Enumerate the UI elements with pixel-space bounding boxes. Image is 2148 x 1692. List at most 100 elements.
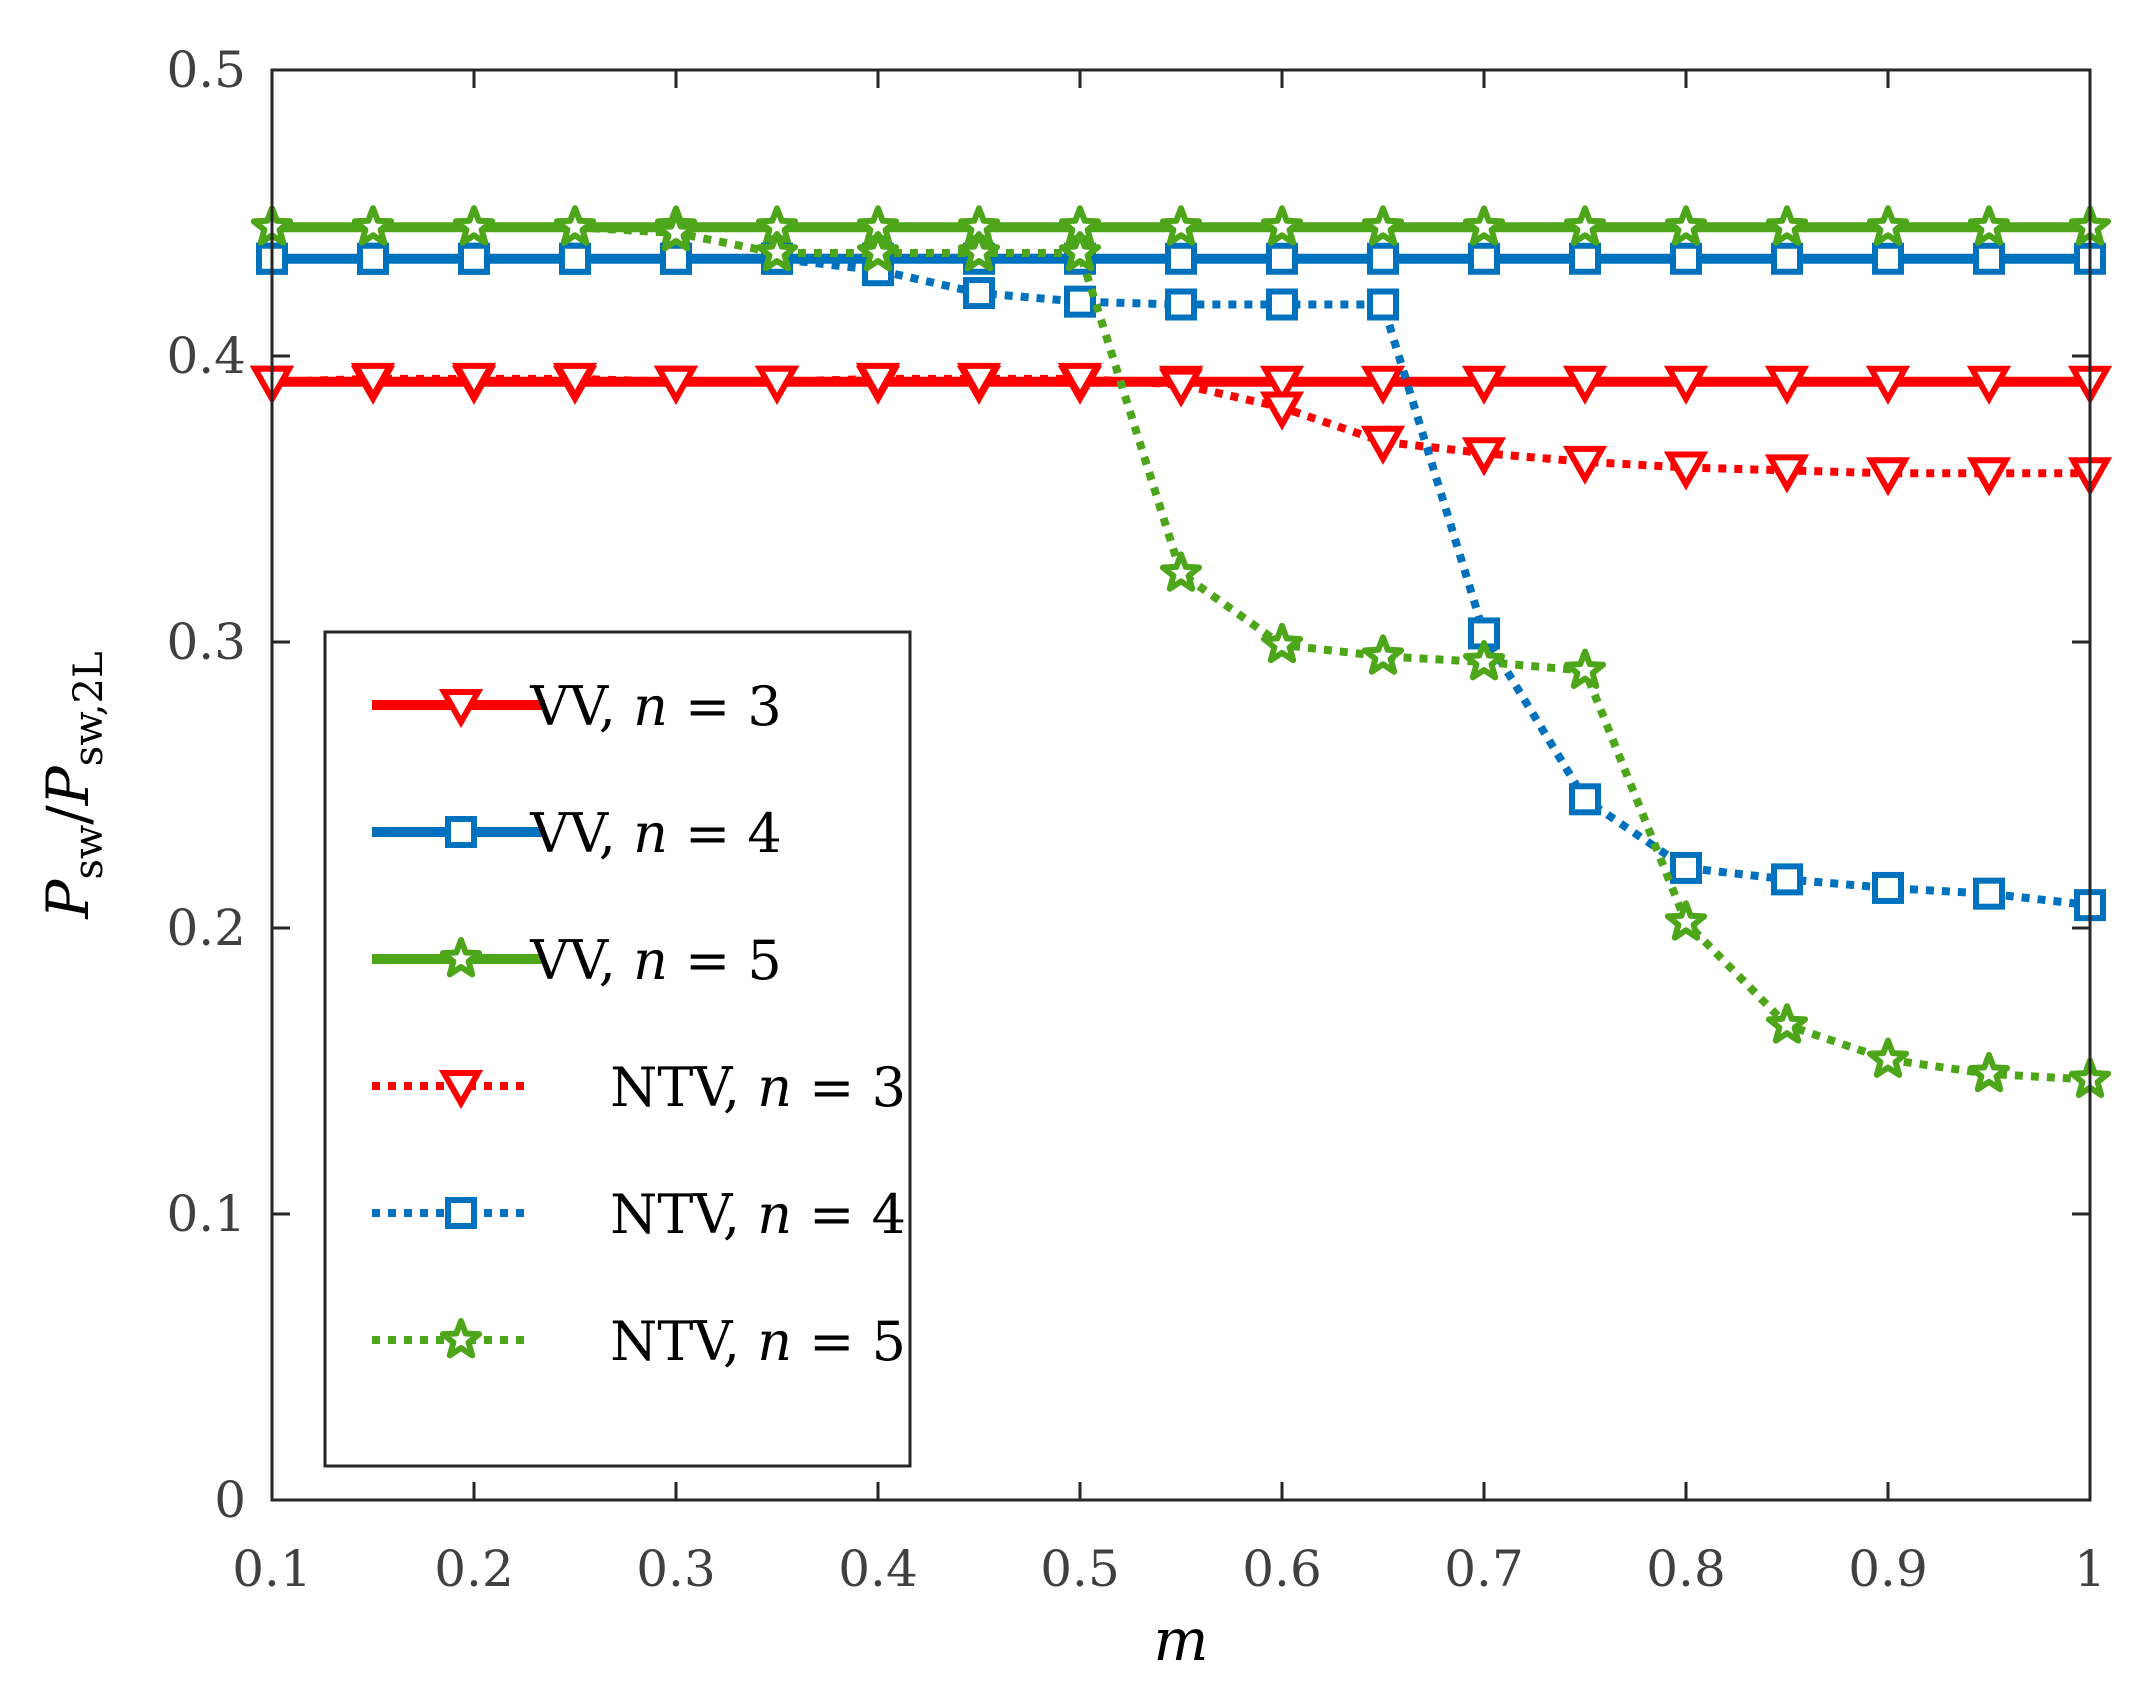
data-point [1468, 242, 1500, 275]
data-point [1260, 205, 1304, 246]
data-point [451, 362, 497, 402]
data-point [1771, 242, 1803, 275]
x-tick-label: 0.7 [1444, 1540, 1524, 1598]
data-point [1461, 365, 1507, 405]
data-point [963, 277, 995, 310]
data-point [1670, 242, 1702, 275]
data-point [1462, 640, 1506, 681]
x-tick-label: 0.4 [838, 1540, 918, 1598]
data-point [1664, 900, 1708, 941]
data-point [855, 362, 901, 402]
data-point [1057, 362, 1103, 402]
x-tick-label: 0.5 [1040, 1540, 1120, 1598]
x-tick-label: 1 [2074, 1540, 2106, 1598]
data-point [1973, 242, 2005, 275]
legend-label: VV, n = 5 [529, 929, 782, 992]
legend: VV, n = 3 VV, n = 4 VV, n = 5 NTV, n = 3 NTV… [323, 630, 912, 1468]
data-point [1563, 205, 1607, 246]
x-tick-label: 0.6 [1242, 1540, 1322, 1598]
x-tick-label: 0.2 [434, 1540, 514, 1598]
legend-box [323, 630, 912, 1468]
data-point [1865, 365, 1911, 405]
data-point [1771, 863, 1803, 896]
data-point [1360, 425, 1406, 465]
data-point [553, 205, 597, 246]
data-point [1563, 648, 1607, 689]
legend-label: NTV, n = 5 [610, 1310, 906, 1373]
data-point [1663, 451, 1709, 491]
data-point [1967, 1051, 2011, 1093]
data-point [1159, 205, 1203, 246]
data-point [1966, 457, 2012, 497]
legend-label: NTV, n = 4 [610, 1183, 906, 1246]
data-point [1562, 365, 1608, 405]
y-axis-title: Psw/Psw,2L [34, 651, 112, 919]
data-point [1764, 454, 1810, 494]
data-point [350, 362, 396, 402]
data-point [856, 231, 900, 272]
data-point [1361, 205, 1405, 246]
data-point [1266, 288, 1298, 321]
legend-marker [438, 1070, 484, 1110]
data-point [1765, 1003, 1809, 1044]
data-point [755, 231, 799, 272]
data-point [957, 231, 1001, 272]
data-point [1165, 242, 1197, 275]
data-point [754, 365, 800, 405]
plot-frame [270, 68, 2092, 1502]
data-point [1569, 783, 1601, 816]
data-point [1360, 365, 1406, 405]
legend-marker [445, 816, 477, 848]
y-tick-label: 0.2 [166, 899, 246, 957]
legend-marker [439, 937, 483, 978]
data-point [1367, 288, 1399, 321]
data-point [1670, 851, 1702, 884]
legend-label: VV, n = 4 [529, 802, 782, 865]
data-point [1966, 365, 2012, 405]
data-point [1260, 622, 1304, 664]
data-point [1367, 242, 1399, 275]
data-point [1562, 445, 1608, 485]
x-tick-label: 0.8 [1646, 1540, 1726, 1598]
data-point [1872, 871, 1904, 904]
data-point [1865, 457, 1911, 497]
data-point [956, 362, 1002, 402]
data-point [1967, 205, 2011, 246]
legend-marker [438, 689, 484, 729]
data-point [653, 365, 699, 405]
data-point [1973, 877, 2005, 910]
data-point [351, 205, 395, 246]
data-point [1266, 242, 1298, 275]
data-point [1158, 368, 1204, 408]
data-point [1462, 205, 1506, 246]
data-point [1764, 365, 1810, 405]
series-layer [249, 205, 2113, 1098]
data-point [1461, 437, 1507, 477]
y-tick-label: 0.4 [166, 327, 246, 385]
data-point [654, 211, 698, 252]
y-tick-label: 0.5 [166, 41, 246, 99]
y-tick-label: 0.1 [166, 1185, 246, 1243]
legend-label: VV, n = 3 [529, 675, 782, 738]
data-point [1765, 205, 1809, 246]
legend-marker [439, 1318, 483, 1359]
y-tick-label: 0.3 [166, 613, 246, 671]
data-point [552, 362, 598, 402]
data-point [1165, 288, 1197, 321]
data-point [559, 242, 591, 275]
series-ntv-3 [249, 362, 2113, 497]
data-point [1866, 1037, 1910, 1078]
data-point [1663, 365, 1709, 405]
data-point [458, 242, 490, 275]
data-point [357, 242, 389, 275]
data-point [1361, 634, 1405, 675]
legend-label: NTV, n = 3 [610, 1056, 906, 1119]
x-axis-title: m [1154, 1606, 1209, 1674]
data-point [1259, 365, 1305, 405]
tick-layer: 0.1 0.2 0.3 0.4 0.5 0.6 0.7 0.8 0.9 1 0 0.1 0.2 0.3 0.… [166, 41, 2105, 1598]
data-point [1058, 231, 1102, 272]
data-point [1872, 242, 1904, 275]
x-tick-label: 0.1 [232, 1540, 312, 1598]
data-point [1664, 205, 1708, 246]
